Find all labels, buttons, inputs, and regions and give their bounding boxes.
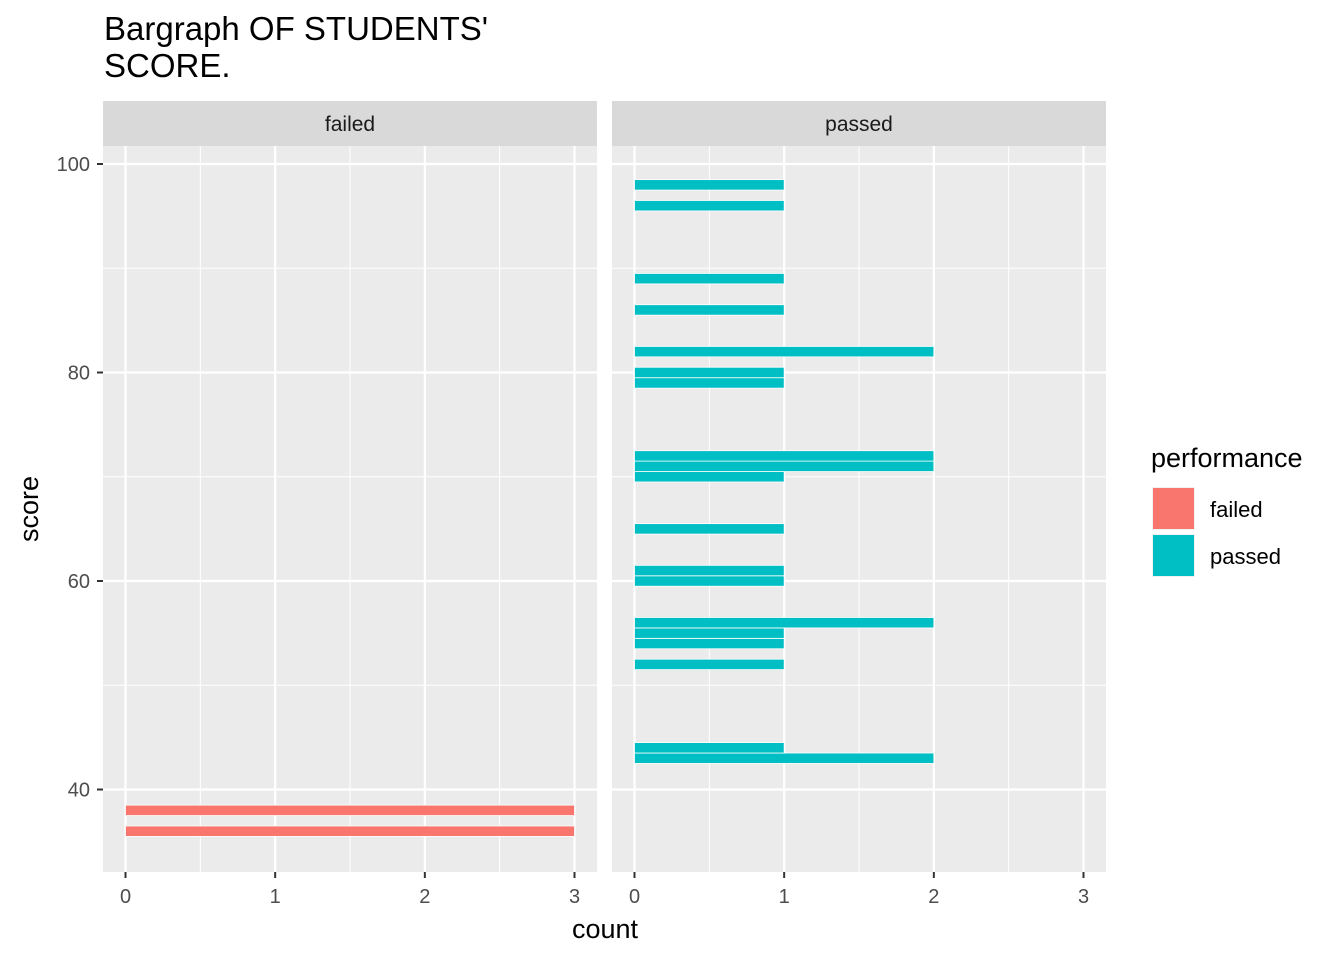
bar (634, 273, 785, 285)
bar (634, 377, 785, 389)
bar (634, 179, 785, 191)
legend-label-passed: passed (1210, 544, 1281, 569)
facet-strip (103, 101, 597, 146)
facet-label: failed (325, 113, 375, 136)
bar (634, 658, 785, 671)
bar (634, 366, 785, 379)
facet-label: passed (825, 113, 893, 136)
x-tick-label: 2 (419, 886, 430, 908)
legend-swatch-failed (1153, 488, 1194, 529)
y-tick-label: 100 (57, 154, 90, 176)
bar (634, 742, 785, 754)
x-tick-label: 2 (928, 886, 939, 908)
legend-title: performance (1151, 443, 1303, 473)
x-tick-label: 0 (120, 886, 131, 908)
x-axis-title: count (572, 914, 639, 944)
x-tick-label: 1 (779, 886, 790, 908)
bar (634, 450, 935, 462)
y-tick-label: 80 (68, 363, 90, 385)
bar (634, 304, 785, 316)
bar (634, 523, 785, 535)
x-tick-label: 3 (1078, 886, 1089, 908)
x-tick-label: 1 (270, 886, 281, 908)
facet-strip (612, 101, 1106, 146)
bar (634, 460, 935, 472)
bar (634, 564, 785, 577)
bar (634, 575, 785, 587)
x-tick-label: 3 (569, 886, 580, 908)
x-tick-label: 0 (629, 886, 640, 908)
chart-title: Bargraph OF STUDENTS' SCORE. (104, 10, 489, 84)
bar (634, 471, 785, 483)
legend-label-failed: failed (1210, 497, 1263, 522)
bar (634, 627, 785, 639)
y-axis-title: score (14, 476, 44, 542)
y-tick-label: 40 (68, 780, 90, 802)
bar (125, 804, 575, 816)
legend-swatch-passed (1153, 535, 1194, 576)
bar (634, 617, 935, 629)
bar (125, 825, 575, 837)
bar (634, 346, 935, 358)
bar (634, 637, 785, 650)
bar (634, 752, 935, 764)
y-tick-label: 60 (68, 571, 90, 593)
bar (634, 200, 785, 212)
